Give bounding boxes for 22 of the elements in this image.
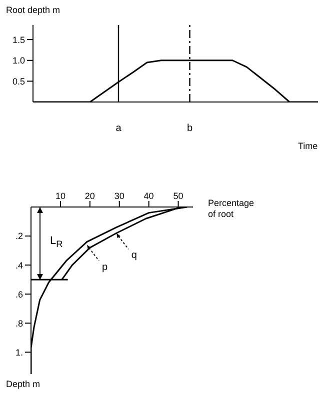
y-tick-label: 1.5 — [12, 34, 25, 45]
annotation: p — [102, 262, 108, 273]
y-tick-label: .8 — [15, 318, 23, 328]
annotation: q — [131, 250, 137, 262]
x-tick-label: 30 — [114, 191, 124, 201]
x-axis-title: Time — [298, 141, 318, 152]
x-tick-label: 50 — [173, 191, 184, 201]
x-axis-title: Percentage of root — [208, 198, 256, 220]
y-tick-label: .4 — [15, 260, 23, 270]
y-tick-label: 0.5 — [12, 76, 25, 86]
y-tick-label: 1. — [15, 347, 23, 358]
y-tick-label: .6 — [15, 289, 23, 300]
y-tick-label: .2 — [15, 231, 23, 242]
x-tick-label: a — [116, 123, 122, 134]
x-tick-label: 40 — [144, 191, 154, 201]
y-axis-title: Depth m — [6, 378, 40, 391]
annotation: L$_{R}$ — [50, 235, 63, 250]
y-axis-title: Root depth m — [6, 4, 62, 17]
x-tick-label: 20 — [84, 191, 95, 201]
y-tick-label: 1.0 — [12, 56, 25, 66]
x-tick-label: 10 — [55, 191, 66, 201]
x-tick-label: b — [186, 123, 193, 134]
